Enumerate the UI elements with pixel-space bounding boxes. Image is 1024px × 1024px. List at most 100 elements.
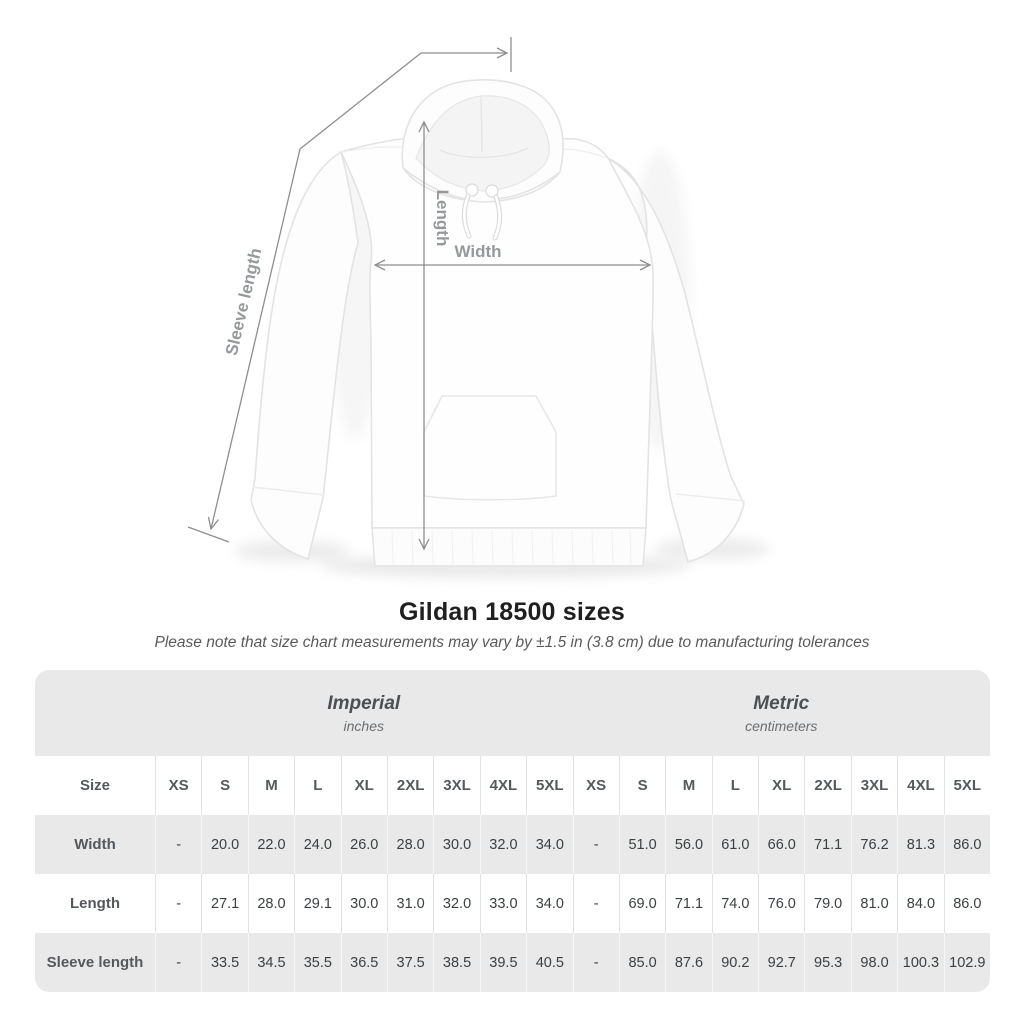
table-header-cell: 2XL	[804, 756, 850, 815]
metric-unit: centimeters	[745, 717, 818, 734]
table-value-cell: 61.0	[711, 815, 758, 874]
table-value-cell: 69.0	[618, 874, 665, 933]
table-value-cell: 85.0	[618, 933, 665, 992]
table-value-cell: 79.0	[804, 874, 850, 933]
sleeve-length-label: Sleeve length	[222, 246, 266, 357]
table-value-cell: 24.0	[294, 815, 340, 874]
table-row-width: Width -20.0 22.0 24.0 26.0 28.0 30.0 32.0 34.0-5…	[35, 815, 990, 874]
corner-spacer	[35, 670, 155, 756]
table-header-cell: XS	[155, 756, 201, 815]
page-title: Gildan 18500 sizes	[399, 598, 625, 626]
table-value-cell: 34.0	[526, 815, 572, 874]
table-header-cell: 3XL	[850, 756, 897, 815]
table-value-cell: 76.0	[758, 874, 804, 933]
table-value-cell: 86.0	[943, 815, 990, 874]
imperial-section-header: Imperial inches	[155, 670, 573, 756]
table-value-cell: 37.5	[386, 933, 433, 992]
table-value-cell: 35.5	[294, 933, 340, 992]
table-header-cell: XL	[758, 756, 804, 815]
table-value-cell: 30.0	[433, 815, 479, 874]
table-header-cell: 4XL	[897, 756, 943, 815]
tolerance-note: Please note that size chart measurements…	[154, 634, 870, 651]
sleeve-length-dimension-line	[187, 37, 512, 543]
table-value-cell: -	[572, 815, 619, 874]
table-header-cell: S	[618, 756, 665, 815]
metric-label: Metric	[753, 692, 810, 714]
table-row-length: Length -27.1 28.0 29.1 30.0 31.0 32.0 33.0 34.0-…	[35, 874, 990, 933]
table-value-cell: 95.3	[804, 933, 850, 992]
table-header-cell: Sleeve length	[46, 954, 144, 971]
table-row-sleeve-length: Sleeve length -33.5 34.5 35.5 36.5 37.5 38.5 39…	[35, 933, 990, 992]
table-value-cell: 56.0	[665, 815, 711, 874]
table-value-cell: 87.6	[665, 933, 711, 992]
hoodie-pocket	[423, 395, 557, 501]
table-header-cell: 5XL	[526, 756, 572, 815]
table-value-cell: 81.3	[897, 815, 943, 874]
table-value-cell: 76.2	[850, 815, 897, 874]
table-value-cell: 71.1	[804, 815, 850, 874]
table-header-cell: Length	[70, 895, 120, 912]
table-header-cell: XS	[572, 756, 619, 815]
table-header-cell: L	[294, 756, 340, 815]
table-value-cell: -	[572, 933, 619, 992]
table-value-cell: 86.0	[943, 874, 990, 933]
table-value-cell: 22.0	[247, 815, 294, 874]
table-value-cell: 32.0	[433, 874, 479, 933]
hoodie-waistband	[371, 527, 647, 567]
table-header-cell: Size	[79, 777, 110, 794]
table-value-cell: 66.0	[758, 815, 804, 874]
table-value-cell: 84.0	[897, 874, 943, 933]
table-header-cell: XL	[340, 756, 387, 815]
table-value-cell: -	[155, 874, 201, 933]
table-value-cell: 29.1	[294, 874, 340, 933]
table-value-cell: 32.0	[479, 815, 526, 874]
size-chart-table: Imperial inches Metric centimeters Size X…	[35, 670, 990, 992]
table-value-cell: 71.1	[665, 874, 711, 933]
unit-header-band: Imperial inches Metric centimeters	[35, 670, 990, 756]
table-value-cell: 27.1	[201, 874, 247, 933]
table-value-cell: 26.0	[340, 815, 387, 874]
width-label: Width	[454, 242, 501, 261]
hoodie-illustration: Sleeve length Length Width	[187, 37, 770, 578]
table-value-cell: 74.0	[711, 874, 758, 933]
table-value-cell: 20.0	[201, 815, 247, 874]
table-value-cell: -	[572, 874, 619, 933]
table-header-cell: 4XL	[479, 756, 526, 815]
table-header-cell: M	[247, 756, 294, 815]
imperial-label: Imperial	[327, 692, 401, 714]
table-value-cell: -	[155, 815, 201, 874]
table-header-cell: Width	[74, 836, 116, 853]
table-value-cell: 39.5	[479, 933, 526, 992]
hoodie-measurement-diagram: Sleeve length Length Width	[187, 37, 770, 578]
table-value-cell: 38.5	[433, 933, 479, 992]
size-header-row: Size XS S M L XL 2XL 3XL 4XL 5XL XS S M L XL 2XL 3XL 4XL 5…	[35, 756, 990, 815]
length-label: Length	[433, 190, 452, 247]
table-value-cell: 51.0	[618, 815, 665, 874]
table-value-cell: 36.5	[340, 933, 387, 992]
table-header-cell: L	[711, 756, 758, 815]
hoodie-hood	[401, 79, 564, 203]
hoodie-left-sleeve	[250, 150, 359, 561]
table-header-cell: 2XL	[386, 756, 433, 815]
table-value-cell: 28.0	[247, 874, 294, 933]
table-value-cell: 34.0	[526, 874, 572, 933]
table-value-cell: 30.0	[340, 874, 387, 933]
width-dimension-line	[373, 259, 652, 271]
table-value-cell: 33.0	[479, 874, 526, 933]
imperial-unit: inches	[343, 717, 384, 734]
table-value-cell: 34.5	[247, 933, 294, 992]
table-value-cell: 81.0	[850, 874, 897, 933]
dimension-lines	[187, 37, 652, 551]
metric-section-header: Metric centimeters	[573, 670, 991, 756]
length-dimension-line	[418, 120, 430, 551]
table-value-cell: 31.0	[386, 874, 433, 933]
table-value-cell: -	[155, 933, 201, 992]
table-header-cell: S	[201, 756, 247, 815]
table-value-cell: 33.5	[201, 933, 247, 992]
table-header-cell: 3XL	[433, 756, 479, 815]
table-value-cell: 90.2	[711, 933, 758, 992]
table-value-cell: 102.9	[943, 933, 990, 992]
table-value-cell: 92.7	[758, 933, 804, 992]
hoodie-drawstrings	[461, 183, 503, 241]
table-header-cell: M	[665, 756, 711, 815]
